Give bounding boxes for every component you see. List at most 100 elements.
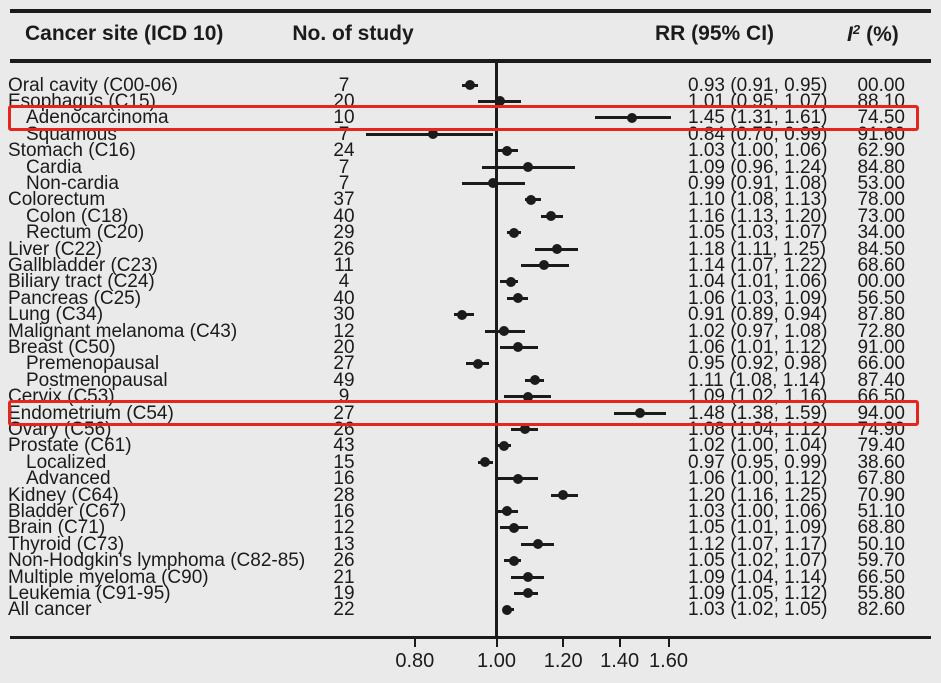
forest-row: Kidney (C64) 28 1.20 (1.16, 1.25) 70.90 — [0, 484, 941, 506]
forest-row: Non-cardia 7 0.99 (0.91, 1.08) 53.00 — [0, 172, 941, 194]
cancer-site-label: Pancreas (C25) — [8, 287, 142, 309]
cancer-site-label: Lung (C34) — [8, 304, 104, 326]
forest-row: Advanced 16 1.06 (1.00, 1.12) 67.80 — [0, 468, 941, 490]
rr-ci-value: 1.10 (1.08, 1.13) — [688, 189, 828, 211]
rr-ci-value: 1.12 (1.07, 1.17) — [688, 533, 828, 555]
forest-row: Non-Hodgkin's lymphoma (C82-85) 26 1.05 (1… — [0, 550, 941, 572]
i2-value: 72.80 — [857, 320, 905, 342]
point-estimate-marker — [495, 96, 506, 107]
forest-row: Oral cavity (C00-06) 7 0.93 (0.91, 0.95) 00… — [0, 74, 941, 96]
study-count: 16 — [333, 468, 355, 490]
rr-ci-value: 1.14 (1.07, 1.22) — [688, 254, 828, 276]
study-count: 16 — [333, 500, 355, 522]
forest-row: Biliary tract (C24) 4 1.04 (1.01, 1.06) 00.… — [0, 271, 941, 293]
top-rule — [10, 9, 931, 13]
cancer-site-label: Postmenopausal — [26, 369, 168, 391]
point-estimate-marker — [472, 358, 483, 369]
forest-row: Breast (C50) 20 1.06 (1.01, 1.12) 91.00 — [0, 338, 941, 357]
point-estimate-marker — [502, 604, 513, 615]
point-estimate-marker — [509, 555, 520, 566]
cancer-site-label: Leukemia (C91-95) — [8, 582, 171, 604]
forest-row: Localized 15 0.97 (0.95, 0.99) 38.60 — [0, 451, 941, 473]
i2-value: 53.00 — [857, 172, 905, 194]
column-header-rr-95ci: RR (95% CI) — [655, 22, 775, 45]
study-count: 43 — [333, 435, 355, 457]
forest-row: Adenocarcinoma 10 1.45 (1.31, 1.61) 74.50 — [0, 107, 941, 129]
point-estimate-marker — [427, 129, 438, 140]
study-count: 4 — [338, 271, 350, 293]
point-estimate-marker — [512, 293, 523, 304]
study-count: 10 — [333, 107, 355, 129]
i2-value: 00.00 — [857, 271, 905, 293]
i2-value: 78.00 — [857, 189, 905, 211]
axis-tick — [667, 639, 670, 647]
point-estimate-marker — [480, 457, 491, 468]
rr-ci-value: 1.20 (1.16, 1.25) — [688, 484, 828, 506]
point-estimate-marker — [505, 276, 516, 287]
axis-tick — [413, 639, 416, 647]
highlight-box — [8, 400, 919, 426]
study-count: 7 — [338, 172, 350, 194]
rr-ci-value: 0.99 (0.91, 1.08) — [688, 172, 828, 194]
rr-ci-value: 1.04 (1.01, 1.06) — [688, 271, 828, 293]
column-header-cancer-site: Cancer site (ICD 10) — [25, 22, 224, 45]
forest-row: Gallbladder (C23) 11 1.14 (1.07, 1.22) 68.6… — [0, 254, 941, 276]
i2-value: 70.90 — [857, 484, 905, 506]
study-count: 11 — [334, 254, 354, 276]
study-count: 12 — [333, 517, 355, 539]
point-estimate-marker — [512, 342, 523, 353]
forest-row: Liver (C22) 26 1.18 (1.11, 1.25) 84.50 — [0, 238, 941, 260]
rr-ci-value: 1.45 (1.31, 1.61) — [688, 107, 828, 129]
rr-ci-value: 1.05 (1.02, 1.07) — [688, 550, 828, 572]
point-estimate-marker — [558, 490, 569, 500]
rr-ci-value: 1.02 (1.00, 1.04) — [688, 435, 828, 457]
axis-tick — [618, 639, 621, 647]
forest-row: Endometrium (C54) 27 1.48 (1.38, 1.59) 94.0… — [0, 402, 941, 424]
forest-row: Multiple myeloma (C90) 21 1.09 (1.04, 1.14… — [0, 568, 941, 587]
rr-ci-value: 1.03 (1.02, 1.05) — [688, 599, 828, 621]
forest-row: Colon (C18) 40 1.16 (1.13, 1.20) 73.00 — [0, 205, 941, 227]
point-estimate-marker — [509, 522, 520, 533]
cancer-site-label: Biliary tract (C24) — [8, 271, 155, 293]
point-estimate-marker — [532, 539, 543, 550]
i2-value: 84.50 — [857, 238, 905, 260]
rr-ci-value: 0.95 (0.92, 0.98) — [688, 353, 828, 375]
point-estimate-marker — [502, 145, 513, 156]
i2-value: 84.80 — [857, 156, 905, 178]
cancer-site-label: Stomach (C16) — [8, 140, 136, 162]
i2-value: 00.00 — [857, 74, 905, 96]
study-count: 29 — [333, 222, 355, 244]
point-estimate-marker — [512, 473, 523, 484]
cancer-site-label: Premenopausal — [26, 353, 160, 375]
rr-ci-value: 1.06 (1.00, 1.12) — [688, 468, 828, 490]
study-count: 15 — [333, 451, 355, 473]
i2-value: 82.60 — [857, 599, 905, 621]
forest-row: Leukemia (C91-95) 19 1.09 (1.05, 1.12) 55.8… — [0, 582, 941, 604]
i2-value: 94.00 — [857, 402, 905, 424]
rr-ci-value: 1.18 (1.11, 1.25) — [688, 238, 827, 260]
point-estimate-marker — [502, 506, 513, 517]
study-count: 40 — [333, 287, 355, 309]
i2-value: 34.00 — [857, 222, 905, 244]
forest-row: Malignant melanoma (C43) 12 1.02 (0.97, 1.… — [0, 320, 941, 342]
header-rule — [10, 59, 931, 63]
cancer-site-label: Non-cardia — [26, 172, 119, 194]
i-squared-exponent: 2 — [852, 22, 861, 37]
rr-ci-value: 1.05 (1.01, 1.09) — [688, 517, 828, 539]
i2-value: 55.80 — [857, 582, 905, 604]
cancer-site-label: Thyroid (C73) — [8, 533, 125, 555]
i2-value: 38.60 — [857, 451, 905, 473]
forest-row: Premenopausal 27 0.95 (0.92, 0.98) 66.00 — [0, 353, 941, 375]
forest-row: Brain (C71) 12 1.05 (1.01, 1.09) 68.80 — [0, 517, 941, 539]
study-count: 19 — [333, 582, 355, 604]
forest-row: Postmenopausal 49 1.11 (1.08, 1.14) 87.40 — [0, 369, 941, 391]
i-squared-percent-label: (%) — [866, 23, 899, 46]
study-count: 28 — [333, 484, 355, 506]
axis-tick — [562, 639, 565, 647]
i2-value: 50.10 — [857, 533, 905, 555]
forest-row: Colorectum 37 1.10 (1.08, 1.13) 78.00 — [0, 189, 941, 211]
cancer-site-label: Colon (C18) — [26, 205, 129, 227]
study-count: 49 — [333, 369, 355, 391]
point-estimate-marker — [519, 424, 530, 435]
study-count: 12 — [333, 320, 355, 342]
